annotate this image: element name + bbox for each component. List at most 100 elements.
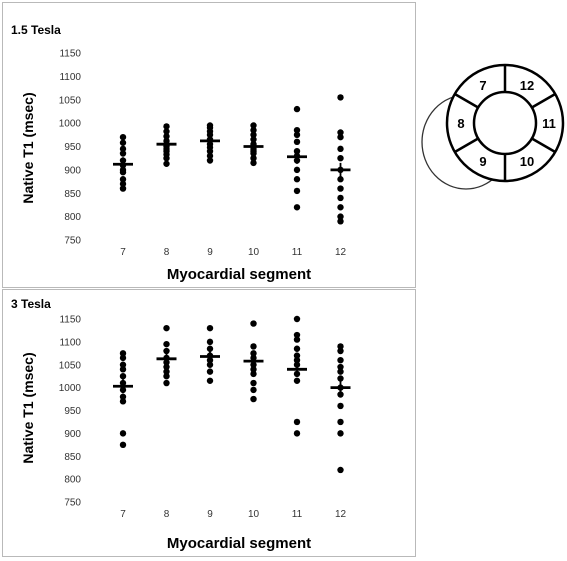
data-point bbox=[119, 393, 127, 400]
data-point bbox=[337, 185, 344, 192]
data-point bbox=[250, 159, 257, 167]
y-tick-label: 900 bbox=[64, 165, 81, 176]
y-tick-label: 1100 bbox=[59, 337, 81, 348]
y-axis-title: Native T1 (msec) bbox=[20, 92, 36, 203]
y-tick-label: 850 bbox=[64, 452, 81, 463]
data-point bbox=[119, 180, 127, 188]
y-tick-label: 1050 bbox=[59, 360, 82, 371]
data-point bbox=[119, 372, 127, 380]
y-tick-label: 800 bbox=[64, 212, 81, 223]
data-point bbox=[293, 315, 301, 323]
panel-label: 3 Tesla bbox=[11, 297, 51, 311]
y-tick-label: 1000 bbox=[59, 383, 82, 394]
data-point bbox=[337, 176, 344, 183]
data-point bbox=[337, 133, 344, 141]
data-point bbox=[119, 366, 127, 373]
data-point bbox=[337, 363, 344, 371]
segment-divider bbox=[454, 137, 479, 154]
data-point bbox=[293, 138, 301, 146]
data-point bbox=[119, 430, 127, 437]
data-point bbox=[337, 347, 344, 355]
data-point bbox=[163, 363, 170, 371]
data-point bbox=[163, 123, 170, 130]
data-point bbox=[293, 377, 301, 384]
data-point bbox=[163, 133, 170, 140]
y-tick-label: 950 bbox=[64, 142, 81, 153]
data-point bbox=[337, 375, 344, 382]
segment-divider bbox=[531, 92, 556, 109]
data-point bbox=[250, 136, 257, 143]
segment-label: 8 bbox=[457, 116, 464, 131]
y-tick-label: 850 bbox=[64, 189, 81, 200]
data-point bbox=[119, 185, 127, 192]
data-point bbox=[293, 345, 301, 352]
panel-label: 1.5 Tesla bbox=[11, 23, 61, 37]
x-tick-label: 12 bbox=[335, 509, 347, 520]
data-point bbox=[206, 152, 214, 160]
data-point bbox=[163, 340, 170, 348]
data-point bbox=[250, 122, 257, 129]
data-point bbox=[163, 368, 170, 375]
segment-label: 11 bbox=[542, 116, 556, 131]
x-tick-label: 8 bbox=[164, 509, 170, 520]
data-point bbox=[163, 154, 170, 162]
chart-3-tesla: 3 Tesla Native T1 (msec) Myocardial segm… bbox=[11, 297, 351, 552]
data-point bbox=[293, 187, 301, 195]
y-tick-label: 900 bbox=[64, 429, 81, 440]
data-point bbox=[293, 352, 301, 359]
data-point bbox=[337, 145, 344, 153]
segment-label: 7 bbox=[479, 78, 486, 93]
data-point bbox=[293, 204, 301, 211]
data-point bbox=[293, 418, 301, 426]
data-point bbox=[337, 418, 344, 426]
data-point bbox=[119, 354, 127, 362]
data-point bbox=[337, 430, 344, 437]
data-point bbox=[250, 395, 257, 403]
data-point bbox=[119, 441, 127, 449]
y-tick-label: 750 bbox=[64, 236, 81, 247]
data-point bbox=[119, 350, 127, 357]
data-point bbox=[293, 331, 301, 339]
segment-label: 10 bbox=[520, 154, 534, 169]
x-tick-label: 11 bbox=[292, 247, 303, 258]
y-tick-label: 1050 bbox=[59, 95, 82, 106]
segment-divider bbox=[531, 137, 556, 154]
y-tick-label: 1150 bbox=[59, 315, 81, 326]
data-point bbox=[206, 361, 214, 368]
chart-panel-3-tesla: 3 Tesla Native T1 (msec) Myocardial segm… bbox=[2, 289, 416, 557]
data-point bbox=[293, 356, 301, 364]
x-tick-label: 9 bbox=[207, 509, 213, 520]
x-tick-label: 7 bbox=[120, 509, 126, 520]
data-point bbox=[163, 347, 170, 355]
data-point bbox=[163, 324, 170, 332]
data-point bbox=[337, 94, 344, 101]
diagram-inner-ring bbox=[472, 90, 538, 156]
data-point bbox=[163, 372, 170, 380]
data-point bbox=[119, 398, 127, 405]
data-point bbox=[163, 160, 170, 167]
y-tick-label: 1150 bbox=[59, 49, 81, 60]
data-point bbox=[119, 176, 127, 183]
data-point bbox=[337, 356, 344, 364]
data-point bbox=[119, 133, 127, 141]
x-axis-title: Myocardial segment bbox=[167, 535, 311, 552]
data-point bbox=[250, 320, 257, 327]
y-axis-title: Native T1 (msec) bbox=[20, 352, 36, 463]
data-point bbox=[250, 154, 257, 162]
data-point bbox=[119, 145, 127, 153]
x-tick-label: 12 bbox=[335, 247, 347, 258]
data-point bbox=[337, 466, 344, 474]
data-point bbox=[250, 343, 257, 350]
data-point bbox=[206, 368, 214, 375]
data-point bbox=[206, 147, 214, 155]
data-point bbox=[293, 176, 301, 183]
y-tick-label: 750 bbox=[64, 498, 81, 509]
data-point bbox=[293, 336, 301, 343]
data-point bbox=[337, 129, 344, 136]
data-point bbox=[293, 430, 301, 437]
data-point bbox=[293, 105, 301, 113]
data-point bbox=[337, 343, 344, 350]
data-point bbox=[206, 338, 214, 346]
data-point bbox=[163, 128, 170, 135]
data-point bbox=[250, 366, 257, 373]
